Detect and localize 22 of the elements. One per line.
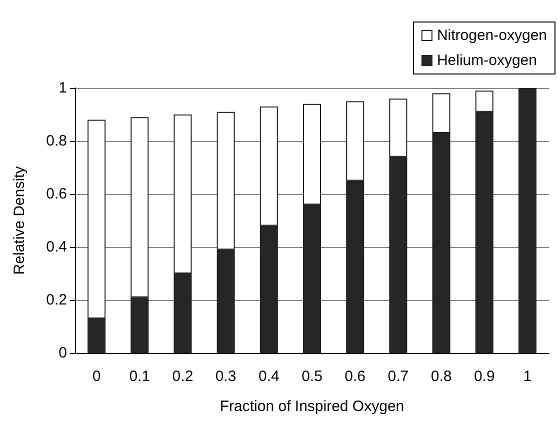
y-tick-label: 0.4 <box>46 238 67 256</box>
y-tick-label: 0 <box>58 344 67 362</box>
x-tick-label: 0.6 <box>344 368 366 385</box>
x-tick-label: 0.5 <box>302 368 322 385</box>
x-tick-label: 0.2 <box>172 368 194 385</box>
x-tick-label: 0.7 <box>388 368 409 385</box>
x-tick-label: 0.8 <box>430 368 452 385</box>
x-tick-label: 0.9 <box>474 368 495 385</box>
y-tick-label: 0.6 <box>46 186 67 202</box>
y-tick-label: 0.2 <box>46 292 67 308</box>
bar <box>518 88 536 353</box>
legend-label: Nitrogen-oxygen <box>436 27 547 44</box>
legend-label: Helium-oxygen <box>436 52 537 69</box>
x-tick-label: 0 <box>92 368 101 385</box>
x-tick-label: 1 <box>523 368 532 385</box>
x-tick-label: 0.4 <box>258 368 280 385</box>
x-axis-title: Fraction of Inspired Oxygen <box>220 398 404 415</box>
x-tick-label: 0.1 <box>129 368 150 385</box>
y-axis-title: Relative Density <box>11 166 28 275</box>
y-tick-label: 0.8 <box>46 132 67 150</box>
y-tick-label: 1 <box>58 80 67 96</box>
x-tick-label: 0.3 <box>215 368 236 385</box>
